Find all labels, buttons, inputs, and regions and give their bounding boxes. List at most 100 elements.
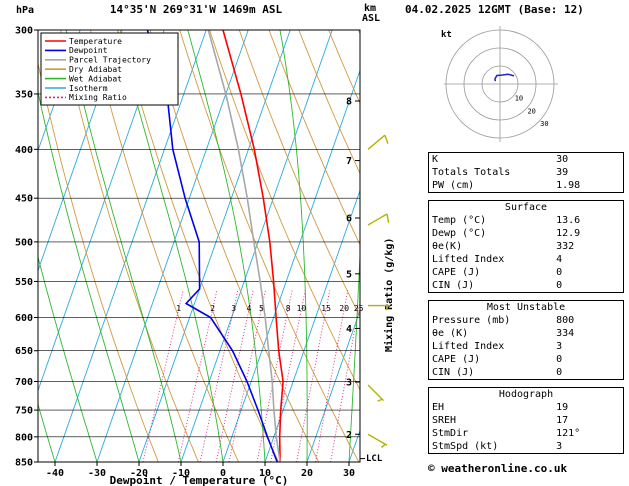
wind-barb-half: [381, 443, 386, 449]
legend-item-label: Mixing Ratio: [69, 93, 127, 102]
stats-value: 4: [556, 254, 563, 265]
stats-box: Most Unstable Pressure (mb) 800 θe (K) 334 Li…: [428, 300, 624, 380]
stats-row: Pressure (mb) 800: [429, 314, 623, 327]
wet-adiabat: [187, 30, 266, 462]
km-tick-label: 7: [346, 156, 352, 167]
hodograph-ring-label: 10: [515, 95, 523, 103]
stats-value: 3: [556, 341, 563, 352]
km-tick-label: 8: [346, 96, 352, 107]
wet-adiabat: [117, 30, 224, 462]
mixing-ratio-value-label: 8: [286, 304, 291, 313]
stats-label: θe (K): [432, 328, 469, 339]
wind-barb-staff: [367, 433, 388, 446]
stats-label: EH: [432, 402, 445, 413]
pressure-tick-label: 650: [15, 346, 33, 357]
km-tick-label: 5: [346, 269, 352, 280]
altitude-unit-km: km: [364, 3, 376, 14]
isotherm: [138, 30, 291, 462]
mixing-ratio-value-label: 4: [247, 304, 252, 313]
temp-tick-label: 20: [301, 468, 313, 479]
stats-label: Temp (°C): [432, 215, 487, 226]
stats-box: K 30 Totals Totals 39 PW (cm) 1.98: [428, 152, 624, 193]
mixing-ratio-line: [270, 290, 306, 462]
series-dewpoint: [146, 30, 278, 462]
wet-adiabat: [65, 30, 182, 462]
stats-value: 17: [556, 415, 569, 426]
stats-value: 0: [556, 280, 563, 291]
mixing-ratio-value-label: 25: [354, 304, 364, 313]
stats-box: Surface Temp (°C) 13.6 Dewp (°C) 12.9 θe(K) 33…: [428, 200, 624, 293]
station-title: 14°35'N 269°31'W 1469m ASL: [110, 3, 283, 16]
stats-box: Hodograph EH 19 SREH 17 StmDir 121° StmSpd (kt)…: [428, 387, 624, 454]
dry-adiabat: [119, 30, 280, 462]
km-tick-label: 4: [346, 324, 352, 335]
plot-border: [37, 29, 361, 463]
altitude-unit-asl: ASL: [362, 13, 380, 24]
mixing-ratio-lines: [142, 290, 360, 462]
lcl-label: LCL: [366, 454, 383, 464]
wet-adiabat: [348, 244, 360, 462]
dry-adiabat: [38, 61, 159, 462]
hodograph: kt 10 20 30: [441, 26, 558, 142]
wet-adiabat: [38, 402, 56, 462]
stats-label: CAPE (J): [432, 354, 481, 365]
stats-box-title: Hodograph: [498, 389, 554, 400]
stats-row: EH 19: [429, 401, 623, 414]
mixing-ratio-line: [315, 290, 349, 462]
stats-row: θe(K) 332: [429, 240, 623, 253]
mixing-ratio-axis-label: Mixing Ratio (g/kg): [383, 238, 395, 352]
stats-row: PW (cm) 1.98: [429, 179, 623, 192]
isotherm: [306, 309, 360, 462]
mixing-ratio-line: [228, 290, 266, 462]
isotherm: [96, 30, 249, 462]
stats-row: Totals Totals 39: [429, 166, 623, 179]
stats-row: StmDir 121°: [429, 427, 623, 440]
legend-item-label: Isotherm: [69, 84, 108, 93]
wet-adiabat-lines: [38, 30, 360, 462]
hodograph-trace: [494, 73, 515, 82]
mixing-ratio-value-label: 1: [176, 304, 181, 313]
stats-box-title: Surface: [504, 202, 548, 213]
pressure-tick-label: 450: [15, 194, 33, 205]
wet-adiabat: [38, 90, 140, 462]
stats-row: Temp (°C) 13.6: [429, 214, 623, 227]
mixing-ratio-value-label: 3: [231, 304, 236, 313]
dry-adiabat-lines: [38, 30, 360, 462]
stats-label: SREH: [432, 415, 457, 426]
isotherm: [54, 30, 207, 462]
stats-value: 0: [556, 267, 563, 278]
dry-adiabat: [268, 30, 360, 246]
stats-label: StmDir: [432, 428, 469, 439]
stats-label: CIN (J): [432, 280, 475, 291]
stats-value: 0: [556, 354, 563, 365]
wind-barb-staff: [367, 384, 385, 402]
stats-value: 1.98: [556, 180, 581, 191]
stats-value: 332: [556, 241, 575, 252]
stats-row: Lifted Index 4: [429, 253, 623, 266]
legend-item-label: Wet Adiabat: [69, 74, 122, 83]
stats-label: Dewp (°C): [432, 228, 487, 239]
hodograph-unit-label: kt: [441, 30, 452, 40]
isotherm: [264, 189, 360, 462]
mixing-ratio-value-label: 20: [339, 304, 349, 313]
legend-item-label: Dewpoint: [69, 46, 108, 55]
pressure-tick-label: 800: [15, 432, 33, 443]
stats-row: CAPE (J) 0: [429, 266, 623, 279]
pressure-tick-label: 600: [15, 313, 33, 324]
wind-barb-full: [386, 213, 390, 223]
stats-label: StmSpd (kt): [432, 441, 499, 452]
temperature-axis: -40 -30 -20 -10 0 10 20 30: [46, 462, 355, 479]
dry-adiabat: [149, 30, 320, 462]
pressure-gridlines: [38, 30, 360, 462]
pressure-unit-label: hPa: [16, 5, 34, 16]
stats-row: StmSpd (kt) 3: [429, 440, 623, 453]
legend-item-label: Parcel Trajectory: [69, 56, 151, 65]
stats-boxes: K 30 Totals Totals 39 PW (cm) 1.98 Surface Temp…: [428, 152, 624, 461]
wind-barb-staff: [367, 213, 388, 226]
stats-value: 800: [556, 315, 575, 326]
stats-value: 0: [556, 367, 563, 378]
stats-label: CIN (J): [432, 367, 475, 378]
